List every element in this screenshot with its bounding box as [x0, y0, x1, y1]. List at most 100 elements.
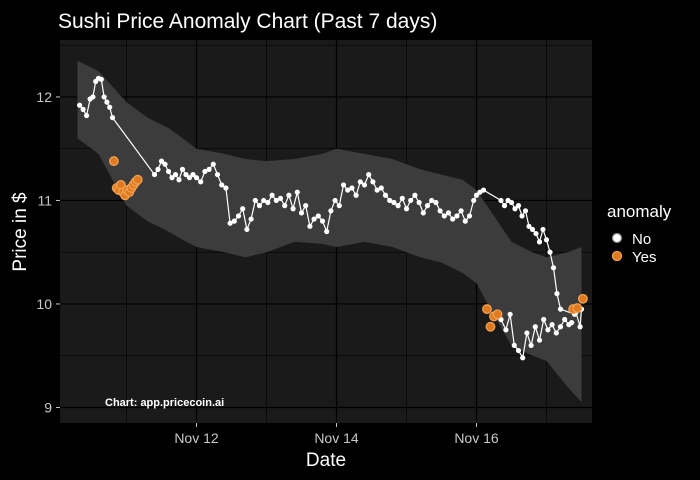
price-point — [324, 228, 330, 235]
price-point — [158, 158, 165, 164]
price-point — [454, 213, 460, 219]
legend-yes-label: Yes — [632, 249, 656, 266]
price-point — [437, 208, 443, 214]
price-point — [508, 199, 515, 206]
price-point — [101, 94, 107, 100]
price-point — [202, 168, 208, 175]
price-point — [511, 342, 517, 348]
price-point — [286, 192, 292, 198]
confidence-band — [77, 60, 582, 403]
price-point — [198, 179, 204, 185]
price-point — [357, 179, 363, 185]
price-point — [420, 210, 426, 216]
price-point — [190, 171, 196, 178]
price-point — [480, 187, 487, 193]
price-point — [214, 171, 221, 178]
price-point — [252, 197, 258, 204]
price-point — [210, 161, 216, 167]
price-point — [512, 206, 518, 212]
legend-no-key — [611, 232, 623, 244]
legend-title: anomaly — [607, 202, 672, 221]
price-point — [562, 316, 568, 323]
price-point — [298, 210, 305, 216]
price-point — [269, 192, 275, 198]
price-point — [172, 171, 179, 178]
price-point — [382, 192, 389, 198]
x-axis-title: Date — [306, 450, 346, 471]
price-point — [547, 249, 553, 255]
price-point — [282, 203, 288, 209]
price-point — [515, 203, 522, 209]
price-point — [80, 106, 86, 112]
price-point — [528, 342, 534, 348]
anomaly-point — [492, 309, 503, 320]
price-point — [554, 291, 560, 297]
price-point — [107, 104, 113, 110]
price-point — [503, 327, 509, 333]
chart-caption: Chart: app.pricecoin.ai — [105, 397, 224, 409]
legend: anomaly No Yes — [600, 195, 690, 267]
price-point — [319, 218, 326, 224]
price-point — [193, 175, 200, 181]
y-tick-label: 11 — [37, 192, 52, 208]
price-point — [441, 213, 447, 219]
price-point — [529, 226, 536, 233]
price-point — [462, 218, 468, 224]
price-point — [345, 187, 351, 193]
price-point — [466, 213, 473, 219]
price-point — [366, 171, 372, 178]
price-point — [399, 195, 405, 201]
price-point — [540, 226, 546, 233]
price-point — [433, 199, 439, 206]
chart-title: Sushi Price Anomaly Chart (Past 7 days) — [58, 10, 437, 33]
x-tick-label: Nov 12 — [174, 430, 219, 446]
price-point — [387, 197, 393, 204]
price-point — [524, 330, 530, 336]
price-point — [244, 226, 250, 233]
price-point — [294, 189, 300, 195]
price-point — [231, 218, 237, 224]
price-point — [458, 208, 464, 214]
price-point — [261, 197, 267, 204]
price-point — [240, 206, 246, 212]
price-point — [391, 199, 397, 206]
price-point — [353, 192, 359, 198]
anomaly-point — [108, 156, 119, 167]
anomaly-point — [577, 293, 588, 304]
price-point — [169, 175, 175, 181]
price-point — [569, 319, 575, 326]
price-point — [519, 213, 525, 219]
price-point — [155, 166, 161, 172]
price-point — [533, 230, 539, 237]
anomaly-point — [485, 321, 496, 332]
price-point — [315, 213, 321, 219]
legend-no-label: No — [632, 231, 651, 248]
price-point — [277, 195, 284, 201]
price-point — [265, 199, 271, 206]
price-point — [507, 311, 513, 317]
anomaly-point — [482, 304, 492, 315]
price-point — [395, 203, 401, 209]
x-tick-label: Nov 16 — [454, 430, 499, 446]
price-point — [498, 197, 504, 204]
price-point — [541, 316, 547, 323]
price-point — [165, 168, 172, 175]
price-point — [151, 171, 158, 178]
price-point — [416, 199, 422, 206]
price-point — [162, 161, 168, 167]
price-point — [183, 171, 189, 178]
price-point — [557, 306, 564, 312]
price-point — [374, 187, 380, 193]
y-tick-label: 10 — [36, 296, 52, 312]
anomaly-point — [572, 303, 583, 314]
price-point — [536, 337, 543, 343]
price-point — [526, 223, 532, 229]
price-point — [557, 324, 564, 330]
price-point — [219, 182, 225, 188]
price-point — [303, 203, 309, 209]
price-point — [84, 112, 90, 119]
price-point — [424, 203, 431, 209]
price-point — [520, 355, 526, 361]
price-point — [206, 166, 212, 172]
